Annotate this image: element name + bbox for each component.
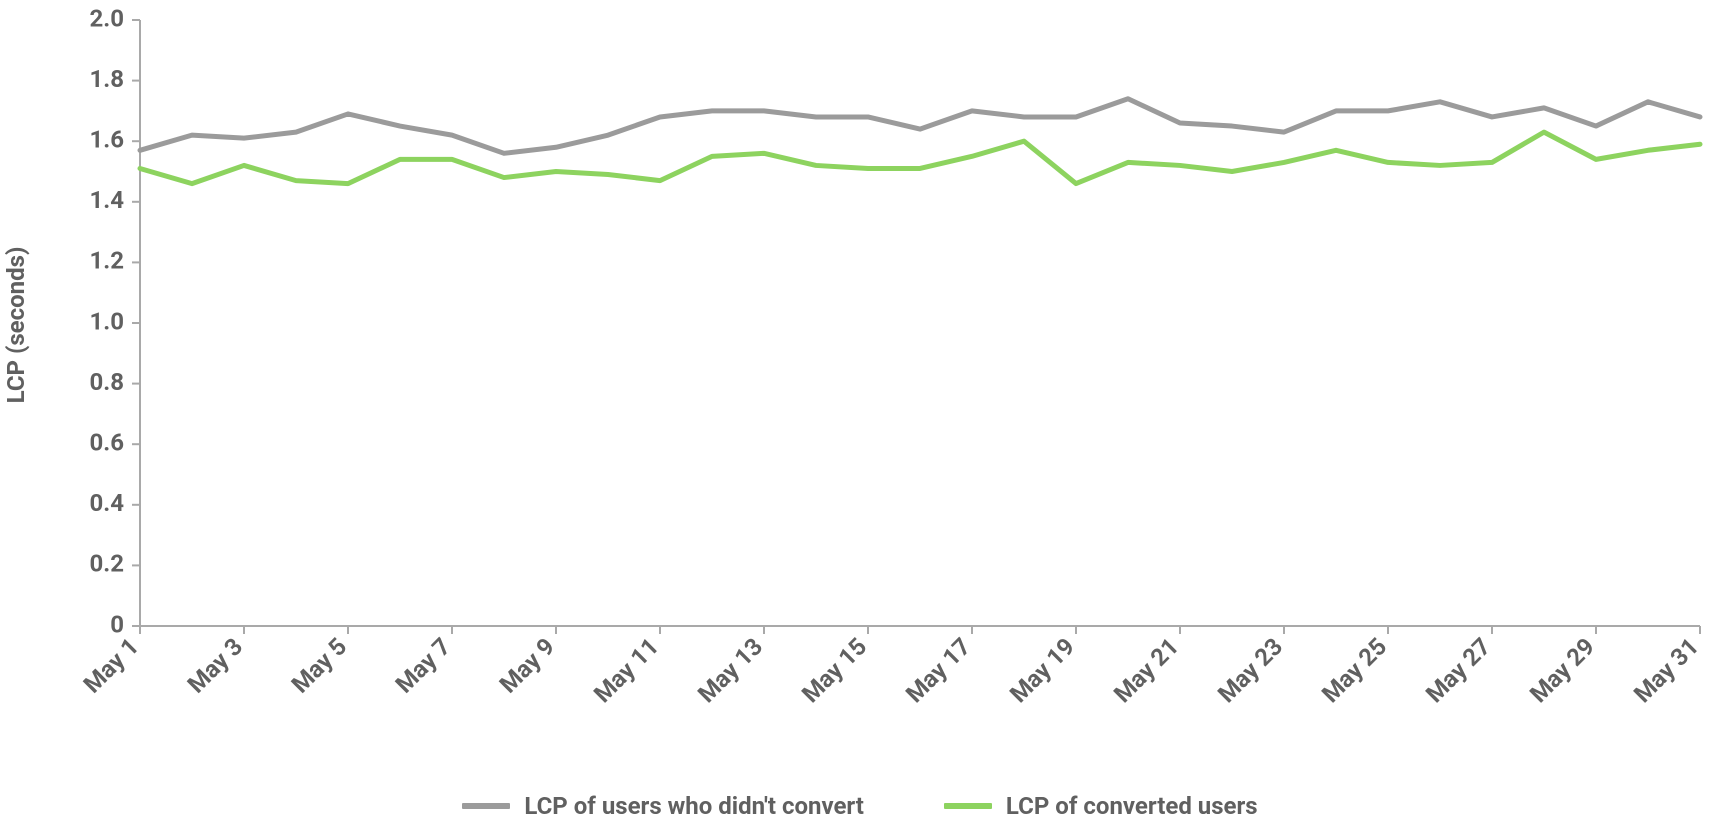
legend-swatch	[944, 803, 992, 809]
legend-label: LCP of users who didn't convert	[524, 792, 864, 820]
x-tick-label: May 19	[1004, 632, 1080, 708]
x-tick-label: May 13	[692, 632, 768, 708]
y-tick-label: 1.6	[90, 126, 125, 154]
x-tick-label: May 17	[900, 632, 976, 708]
y-tick-label: 1.0	[90, 307, 125, 335]
x-tick-label: May 5	[286, 632, 352, 698]
x-tick-label: May 21	[1108, 632, 1184, 708]
x-tick-label: May 7	[390, 632, 456, 698]
x-tick-label: May 9	[494, 632, 560, 698]
y-axis-title: LCP (seconds)	[2, 247, 30, 404]
x-tick-label: May 31	[1628, 632, 1704, 708]
x-tick-label: May 29	[1524, 632, 1600, 708]
y-tick-label: 0.8	[90, 368, 125, 396]
y-tick-label: 1.2	[90, 247, 125, 275]
y-tick-label: 0.2	[90, 550, 125, 578]
x-tick-label: May 11	[588, 632, 664, 708]
y-tick-label: 2.0	[90, 4, 125, 32]
legend-label: LCP of converted users	[1006, 792, 1258, 820]
x-tick-label: May 25	[1316, 632, 1392, 708]
y-tick-label: 0.6	[90, 429, 125, 457]
legend-item: LCP of converted users	[944, 792, 1258, 820]
y-tick-label: 1.8	[90, 65, 125, 93]
lcp-chart: 00.20.40.60.81.01.21.41.61.82.0May 1May …	[0, 0, 1720, 840]
x-tick-label: May 1	[78, 632, 144, 698]
y-tick-label: 0.4	[90, 489, 125, 517]
x-tick-label: May 15	[796, 632, 872, 708]
chart-plot-area: 00.20.40.60.81.01.21.41.61.82.0May 1May …	[0, 0, 1720, 840]
x-tick-label: May 27	[1420, 632, 1496, 708]
legend-swatch	[462, 803, 510, 809]
x-tick-label: May 23	[1212, 632, 1288, 708]
series-line	[140, 99, 1700, 154]
x-tick-label: May 3	[182, 632, 248, 698]
chart-legend: LCP of users who didn't convert LCP of co…	[0, 792, 1720, 820]
y-tick-label: 1.4	[90, 186, 125, 214]
series-line	[140, 132, 1700, 184]
legend-item: LCP of users who didn't convert	[462, 792, 864, 820]
